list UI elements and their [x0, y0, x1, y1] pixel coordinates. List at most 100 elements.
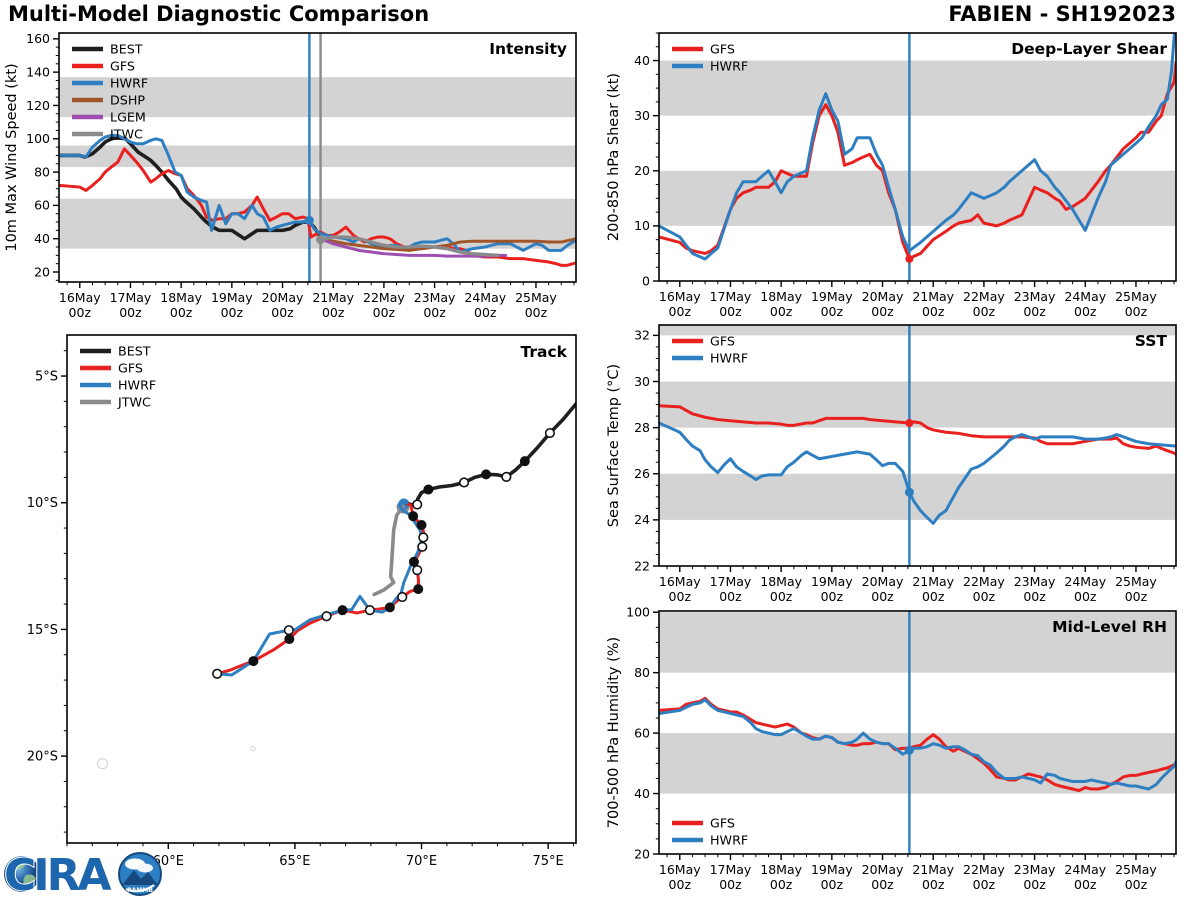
track-chart: 60°E 65°E 70°E 75°E 5°S 10°S 15°S 20°S Track BEST… — [27, 334, 577, 869]
svg-text:15°S: 15°S — [27, 623, 58, 638]
svg-text:00z: 00z — [322, 305, 345, 320]
svg-text:Deep-Layer Shear: Deep-Layer Shear — [1011, 40, 1167, 58]
svg-text:SST: SST — [1135, 332, 1168, 350]
badge-text: RAMMB — [127, 887, 153, 894]
svg-text:00z: 00z — [719, 304, 742, 319]
svg-text:20: 20 — [34, 264, 50, 279]
svg-text:00z: 00z — [474, 305, 497, 320]
svg-text:23May: 23May — [414, 290, 456, 305]
svg-text:21May: 21May — [912, 862, 954, 877]
svg-text:00z: 00z — [669, 877, 692, 892]
svg-text:100: 100 — [626, 605, 650, 620]
mid-level-rh-chart: 16May00z17May00z18May00z19May00z20May00z… — [606, 605, 1177, 892]
svg-text:20°S: 20°S — [27, 750, 58, 765]
globe-continents — [11, 861, 36, 886]
storm-title: FABIEN - SH192023 — [948, 2, 1176, 26]
svg-text:00z: 00z — [922, 877, 945, 892]
svg-text:Sea Surface Temp (°C): Sea Surface Temp (°C) — [606, 364, 622, 527]
svg-text:00z: 00z — [1023, 877, 1046, 892]
svg-text:00z: 00z — [871, 589, 894, 604]
svg-text:00z: 00z — [1074, 589, 1097, 604]
svg-text:00z: 00z — [525, 305, 548, 320]
svg-text:00z: 00z — [423, 305, 446, 320]
rammb-badge: RAMMB — [118, 852, 162, 896]
svg-text:16May: 16May — [659, 862, 701, 877]
svg-text:00z: 00z — [69, 305, 92, 320]
svg-text:20May: 20May — [862, 289, 904, 304]
svg-text:40: 40 — [634, 53, 650, 68]
svg-text:60: 60 — [34, 198, 50, 213]
svg-text:19May: 19May — [811, 574, 853, 589]
svg-text:100: 100 — [26, 131, 50, 146]
svg-text:80: 80 — [34, 164, 50, 179]
svg-text:22May: 22May — [963, 574, 1005, 589]
svg-text:00z: 00z — [669, 589, 692, 604]
svg-text:17May: 17May — [710, 289, 752, 304]
svg-text:00z: 00z — [821, 589, 844, 604]
svg-text:HWRF: HWRF — [710, 351, 748, 366]
svg-text:00z: 00z — [922, 304, 945, 319]
svg-text:00z: 00z — [719, 877, 742, 892]
svg-text:Intensity: Intensity — [489, 40, 567, 58]
svg-text:18May: 18May — [760, 862, 802, 877]
svg-text:BEST: BEST — [118, 344, 151, 359]
page-title: Multi-Model Diagnostic Comparison — [8, 2, 430, 26]
svg-text:19May: 19May — [811, 289, 853, 304]
svg-text:Mid-Level RH: Mid-Level RH — [1052, 618, 1167, 636]
logo-text: CIRA — [4, 850, 112, 899]
svg-text:80: 80 — [634, 665, 650, 680]
svg-text:140: 140 — [26, 64, 50, 79]
svg-text:160: 160 — [26, 31, 50, 46]
svg-text:40: 40 — [34, 231, 50, 246]
svg-text:00z: 00z — [1125, 304, 1148, 319]
svg-text:LGEM: LGEM — [110, 110, 146, 125]
svg-text:0: 0 — [642, 273, 650, 288]
svg-text:00z: 00z — [973, 877, 996, 892]
svg-text:40: 40 — [634, 786, 650, 801]
svg-text:00z: 00z — [770, 304, 793, 319]
svg-text:17May: 17May — [710, 574, 752, 589]
deep-layer-shear-chart: 16May00z17May00z18May00z19May00z20May00z… — [606, 32, 1177, 319]
svg-text:00z: 00z — [1125, 877, 1148, 892]
svg-text:26: 26 — [634, 466, 650, 481]
svg-text:10m Max Wind Speed (kt): 10m Max Wind Speed (kt) — [4, 63, 20, 251]
svg-text:20: 20 — [634, 163, 650, 178]
svg-text:32: 32 — [634, 328, 650, 343]
svg-text:00z: 00z — [373, 305, 396, 320]
svg-text:16May: 16May — [659, 289, 701, 304]
svg-text:60: 60 — [634, 725, 650, 740]
svg-text:21May: 21May — [912, 289, 954, 304]
svg-text:00z: 00z — [669, 304, 692, 319]
svg-text:22May: 22May — [963, 289, 1005, 304]
svg-text:20: 20 — [634, 846, 650, 861]
svg-text:75°E: 75°E — [533, 854, 564, 869]
intensity-chart: 16May00z17May00z18May00z19May00z20May00z… — [4, 31, 577, 320]
svg-text:25May: 25May — [1115, 574, 1157, 589]
svg-text:18May: 18May — [760, 574, 802, 589]
svg-text:GFS: GFS — [710, 42, 735, 57]
svg-text:00z: 00z — [973, 304, 996, 319]
svg-text:GFS: GFS — [710, 334, 735, 349]
svg-text:00z: 00z — [1023, 589, 1046, 604]
svg-text:JTWC: JTWC — [109, 127, 143, 142]
svg-text:00z: 00z — [1023, 304, 1046, 319]
svg-text:17May: 17May — [110, 290, 152, 305]
svg-text:60°E: 60°E — [153, 854, 184, 869]
svg-text:00z: 00z — [719, 589, 742, 604]
svg-text:700-500 hPa Humidity (%): 700-500 hPa Humidity (%) — [606, 637, 622, 828]
svg-text:24May: 24May — [1064, 862, 1106, 877]
svg-text:24May: 24May — [1064, 289, 1106, 304]
svg-text:24: 24 — [634, 512, 650, 527]
svg-text:00z: 00z — [1125, 589, 1148, 604]
svg-text:25May: 25May — [1115, 862, 1157, 877]
svg-text:17May: 17May — [710, 862, 752, 877]
svg-text:21May: 21May — [312, 290, 354, 305]
svg-text:00z: 00z — [221, 305, 244, 320]
svg-text:JTWC: JTWC — [117, 395, 151, 410]
svg-text:16May: 16May — [59, 290, 101, 305]
svg-text:HWRF: HWRF — [710, 833, 748, 848]
svg-text:Track: Track — [521, 343, 568, 361]
cira-rammb-logo: CIRA RAMMB — [3, 849, 162, 899]
svg-text:20May: 20May — [862, 574, 904, 589]
